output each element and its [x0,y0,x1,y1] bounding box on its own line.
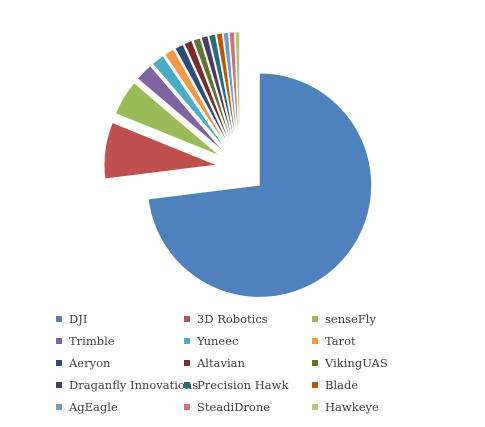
legend-label: Draganfly Innovations [69,378,199,392]
pie-slice-blade [216,32,237,145]
legend-swatch [56,338,62,344]
pie-slice-ageagle [222,32,238,145]
legend-swatch [184,360,190,366]
pie-slice-vikinguas [192,37,233,146]
legend-label: Blade [325,378,359,392]
legend-item: VikingUAS [312,352,388,374]
legend-item: Blade [312,374,358,396]
legend-label: SteadiDrone [197,400,271,414]
legend-swatch [184,382,190,388]
pie-slice-draganfly-innovations [200,35,235,145]
pie-slice-trimble [137,65,224,152]
pie-slice-steadidrone [228,31,239,145]
legend-item: Trimble [56,330,115,352]
legend-swatch [56,382,62,388]
pie-slice-altavian [184,40,232,146]
legend-label: DJI [69,312,88,326]
pie-slice-sensefly [115,82,220,156]
legend-item: AgEagle [56,396,118,418]
pie-slice-precision-hawk [208,33,236,145]
legend-item: Altavian [184,352,245,374]
pie-slice-hawkeye [234,31,240,145]
legend-swatch [184,316,190,322]
legend-label: senseFly [325,312,376,326]
legend-item: 3D Robotics [184,308,268,330]
legend-item: Draganfly Innovations [56,374,198,396]
legend-swatch [312,338,318,344]
legend-label: Yuneec [197,334,239,348]
legend-item: Hawkeye [312,396,379,418]
legend-label: 3D Robotics [197,312,268,326]
legend-swatch [312,360,318,366]
legend-label: Tarot [325,334,356,348]
legend-label: Altavian [197,356,245,370]
pie-slice-yuneec [152,55,226,150]
legend-swatch [312,382,318,388]
legend-label: Aeryon [69,356,111,370]
pie-slice-dji [148,72,372,298]
legend-label: VikingUAS [325,356,388,370]
legend-item: Yuneec [184,330,238,352]
legend-label: Precision Hawk [197,378,289,392]
legend-item: Tarot [312,330,356,352]
legend-item: DJI [56,308,87,330]
legend-swatch [56,316,62,322]
legend-swatch [312,404,318,410]
legend-item: senseFly [312,308,376,330]
legend-label: Trimble [69,334,115,348]
legend-label: AgEagle [69,400,118,414]
legend-swatch [56,404,62,410]
pie-slice-tarot [164,49,228,148]
legend-label: Hawkeye [325,400,379,414]
pie-chart [103,31,372,298]
legend-swatch [184,338,190,344]
legend-item: Aeryon [56,352,110,374]
pie-slice-3d-robotics [103,122,218,180]
legend-item: Precision Hawk [184,374,288,396]
legend-item: SteadiDrone [184,396,270,418]
legend-swatch [184,404,190,410]
legend-swatch [56,360,62,366]
legend-swatch [312,316,318,322]
pie-slice-aeryon [174,44,230,147]
